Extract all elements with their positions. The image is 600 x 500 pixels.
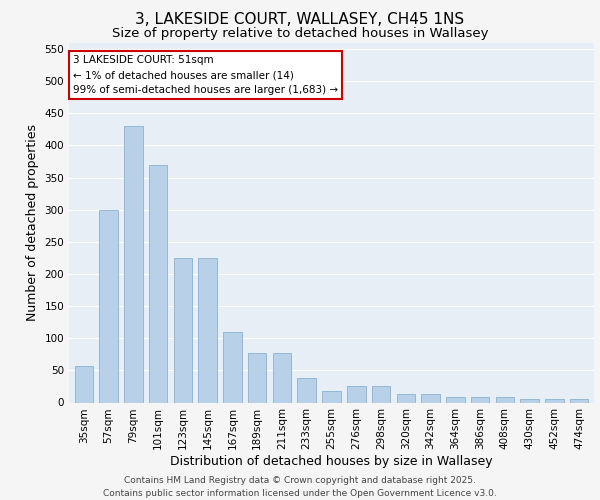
Text: 3 LAKESIDE COURT: 51sqm
← 1% of detached houses are smaller (14)
99% of semi-det: 3 LAKESIDE COURT: 51sqm ← 1% of detached… xyxy=(73,56,338,95)
Bar xyxy=(421,394,440,402)
X-axis label: Distribution of detached houses by size in Wallasey: Distribution of detached houses by size … xyxy=(170,455,493,468)
Bar xyxy=(372,386,391,402)
Bar xyxy=(446,396,464,402)
Bar xyxy=(74,366,93,403)
Bar xyxy=(248,353,266,403)
Bar xyxy=(100,210,118,402)
Text: Size of property relative to detached houses in Wallasey: Size of property relative to detached ho… xyxy=(112,28,488,40)
Bar xyxy=(322,391,341,402)
Text: Contains HM Land Registry data © Crown copyright and database right 2025.
Contai: Contains HM Land Registry data © Crown c… xyxy=(103,476,497,498)
Bar xyxy=(570,400,589,402)
Bar xyxy=(496,396,514,402)
Bar xyxy=(397,394,415,402)
Y-axis label: Number of detached properties: Number of detached properties xyxy=(26,124,39,321)
Bar xyxy=(173,258,192,402)
Text: 3, LAKESIDE COURT, WALLASEY, CH45 1NS: 3, LAKESIDE COURT, WALLASEY, CH45 1NS xyxy=(136,12,464,28)
Bar xyxy=(347,386,365,402)
Bar xyxy=(272,353,291,403)
Bar xyxy=(149,164,167,402)
Bar xyxy=(545,400,563,402)
Bar xyxy=(199,258,217,402)
Bar xyxy=(471,396,490,402)
Bar xyxy=(520,400,539,402)
Bar xyxy=(124,126,143,402)
Bar xyxy=(298,378,316,402)
Bar xyxy=(223,332,242,402)
